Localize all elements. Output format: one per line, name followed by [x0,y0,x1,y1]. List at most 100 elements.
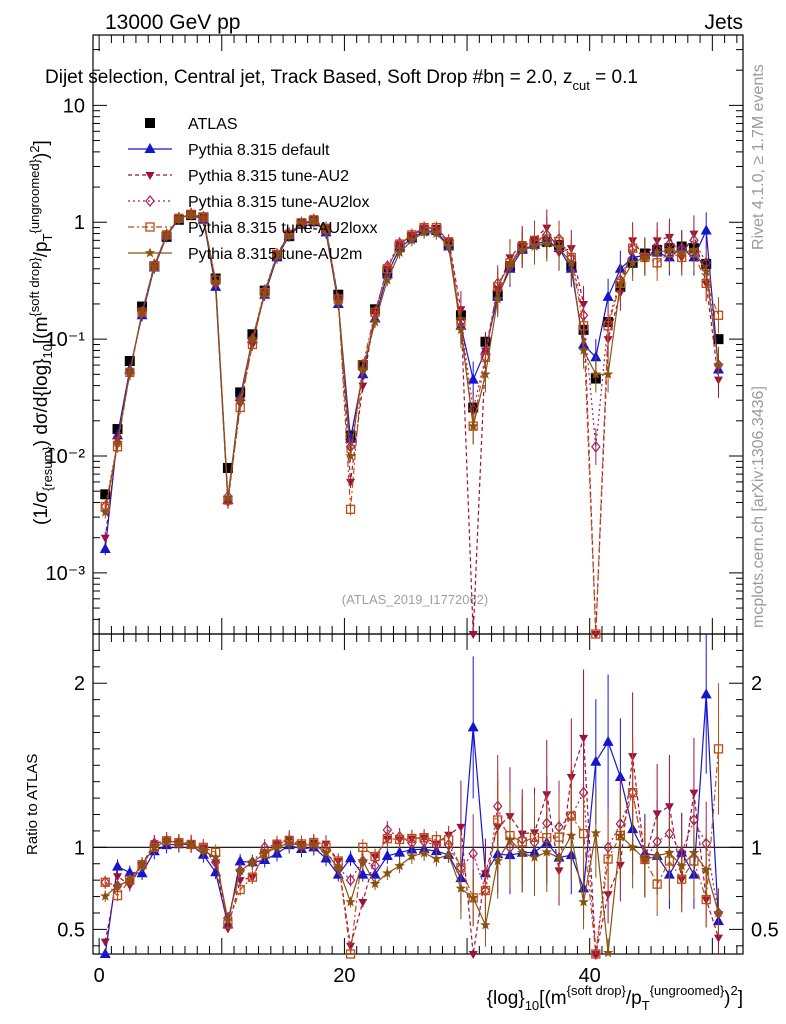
data-point [467,373,479,384]
ratio-point [100,938,110,947]
data-point [369,316,381,327]
header-right: Jets [704,11,743,34]
mcplots-label: mcplots.cern.ch [arXiv:1306.3436] [750,386,767,628]
data-point [112,424,123,435]
ratio-point [124,874,135,885]
data-point [700,224,712,235]
ratio-point [345,852,357,863]
ratio-point [369,878,381,889]
ratio-point [370,851,380,862]
ratio-point [136,867,148,878]
ratio-point [517,847,528,858]
ratio-y-tick-label: 0.5 [57,919,85,941]
data-point [455,324,467,335]
ratio-series-pythia-8-315-tune-au2loxx [100,683,724,959]
data-point [149,260,160,271]
ratio-point [247,872,258,882]
ratio-y-tick-label: 2 [74,673,85,695]
series-layer [99,207,724,639]
ratio-point [627,841,638,852]
data-point [639,251,651,262]
data-point [590,368,602,379]
data-point [651,247,663,257]
ratio-point [614,771,626,782]
ratio-point [234,855,246,866]
ratio-point [381,849,393,860]
legend-label: Pythia 8.315 default [188,142,330,159]
ratio-point [480,885,491,896]
data-point [480,368,491,379]
header-left: 13000 GeV pp [105,11,240,34]
data-point [602,290,614,301]
ratio-point [271,841,283,852]
plot-title-eta: η = 2.0, z [494,67,573,88]
data-point [394,247,405,257]
ratio-plot-frame [92,633,744,955]
legend-label: Pythia 8.315 tune-AU2loxx [188,220,377,237]
data-point [627,257,638,268]
data-point [468,631,478,639]
data-point [591,631,601,639]
ratio-point [431,835,442,845]
ratio-point [591,949,601,959]
ratio-point [688,847,700,858]
ratio-point [394,846,406,857]
ratio-point [468,847,478,860]
series-pythia-8-315-tune-au2m [100,208,724,519]
ratio-point [358,899,368,908]
ratio-point [333,862,344,873]
main-y-tick-label: 10⁻³ [46,563,86,585]
series-line-pythia-8-315-tune-au2loxx [104,213,720,635]
ratio-point [247,856,258,867]
legend-entry: Pythia 8.315 default [128,142,330,159]
data-point [345,450,356,461]
ratio-point [566,830,577,841]
data-point [406,234,418,245]
ratio-point [99,948,111,958]
ratio-point [578,829,589,839]
data-point [136,306,148,317]
ratio-point [590,827,602,838]
data-point [284,229,295,240]
data-point [112,437,123,448]
data-point [713,310,724,320]
ratio-point [369,868,381,879]
x-tick-label: 20 [333,965,355,987]
data-point [517,244,528,255]
ratio-point [529,851,540,862]
ratio-point [296,840,307,851]
legend-entry: ATLAS [145,116,238,133]
data-point [222,462,233,473]
ratio-point [443,849,454,860]
data-point [320,225,332,235]
ratio-point [468,951,478,959]
y-axis-label-ratio: Ratio to ATLAS [24,754,41,855]
data-point [602,368,614,379]
ratio-point [320,847,332,858]
ratio-point [701,864,712,875]
ratio-point [651,850,663,861]
ratio-point [112,880,123,891]
ratio-point [553,852,565,862]
data-point [210,276,221,287]
data-point [664,244,675,255]
data-point [308,214,319,225]
data-point [468,420,479,431]
data-point [100,489,111,500]
ratio-point [346,942,356,951]
legend-marker [145,172,155,180]
plot-title-main: Dijet selection, Central jet, Track Base… [45,67,494,88]
data-point [443,241,454,251]
data-point [713,334,724,345]
legend-label: Pythia 8.315 tune-AU2 [188,168,349,185]
ratio-point [615,830,626,841]
legend-label: ATLAS [188,116,238,133]
data-point [713,359,724,370]
legend-entry: Pythia 8.315 tune-AU2lox [128,194,369,211]
series-line-pythia-8-315-tune-au2 [104,213,720,635]
ratio-point [370,859,380,872]
ratio-point [185,839,197,849]
ratio-point [639,854,651,864]
ratio-point [492,855,503,866]
ratio-point [627,787,638,798]
